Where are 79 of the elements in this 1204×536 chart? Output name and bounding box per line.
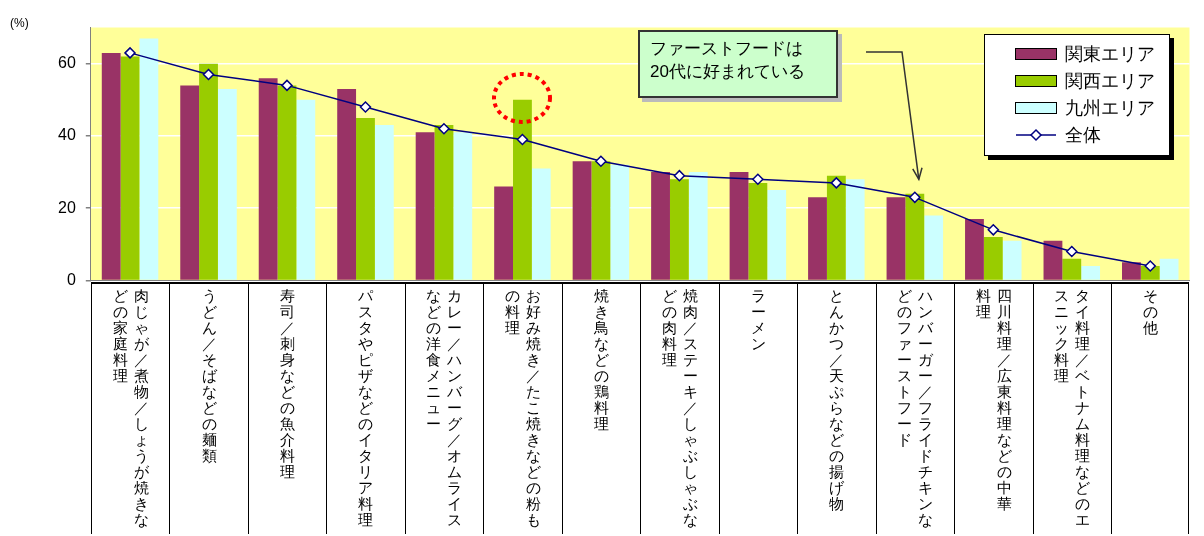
point (987, 224, 1000, 236)
bar (101, 52, 121, 280)
point (830, 177, 843, 189)
bar (845, 179, 865, 280)
point (281, 79, 293, 92)
bar (1081, 265, 1101, 280)
point (1066, 245, 1078, 258)
category-label: 肉じゃが／煮物／しょうが焼きなどの家庭料理 (112, 287, 149, 529)
bar (374, 125, 394, 280)
annotation: ファーストフードは 20代に好まれている (638, 30, 838, 98)
bar (1043, 240, 1063, 280)
bar (924, 215, 944, 280)
point (516, 133, 529, 146)
bar (199, 63, 218, 280)
category-label: 焼き鳥などの鶏料理 (593, 287, 609, 433)
category-label: 焼肉／ステーキ／しゃぶしゃぶなどの肉料理 (661, 287, 698, 529)
bar (767, 190, 787, 280)
bar (120, 56, 140, 280)
bar (1159, 258, 1179, 280)
bar (337, 88, 357, 280)
point (438, 122, 450, 135)
x-tick-label: ラーメン (749, 287, 767, 355)
bar (651, 172, 670, 280)
bar (277, 85, 297, 280)
bar (180, 85, 200, 280)
category-label: カレー／ハンバーグ／オムライスなどの洋食メニュー (426, 287, 463, 529)
point (595, 155, 607, 167)
bar (808, 197, 827, 280)
bar (729, 172, 749, 280)
legend-label: 九州エリア (1064, 97, 1155, 121)
bar (886, 197, 906, 280)
bar (669, 179, 689, 280)
category-label: 四川料理／広東料理などの中華料理 (975, 287, 1012, 513)
point (202, 68, 215, 81)
y-tick-label: 0 (66, 270, 76, 288)
legend-label: 関西エリア (1064, 70, 1155, 94)
point (359, 101, 372, 113)
bar (258, 78, 278, 280)
bar (965, 219, 984, 280)
legend-label: 関東エリア (1064, 43, 1155, 67)
bar (494, 186, 514, 280)
category-label: とんかつ／天ぷらなどの揚げ物 (829, 287, 845, 513)
bar (905, 193, 925, 280)
bar (591, 161, 611, 280)
bar (531, 168, 551, 280)
bar (688, 172, 708, 280)
bar (513, 99, 532, 280)
bar (217, 88, 237, 280)
bar (415, 132, 435, 280)
bar (826, 175, 846, 280)
bar (1062, 258, 1082, 280)
bar (610, 164, 630, 280)
category-label: 寿司／刺身などの魚介料理 (279, 287, 295, 481)
y-tick-label: 20 (58, 198, 76, 216)
category-label: うどん／そばなどの麺類 (201, 287, 217, 465)
bar (139, 38, 159, 280)
bar (434, 125, 454, 280)
y-tick-label: 60 (58, 54, 76, 72)
point (673, 169, 686, 182)
bar (748, 182, 768, 280)
bar (453, 132, 473, 280)
category-label: タイ料理／ベトナム料理などのエスニック料理 (1054, 287, 1091, 529)
bar (1002, 240, 1022, 280)
y-axis-title: (%) (10, 16, 29, 30)
category-label: パスタやピザなどのイタリア料理 (358, 287, 374, 529)
point (1144, 260, 1157, 272)
point (909, 191, 921, 204)
bar (572, 161, 592, 280)
bar (296, 99, 316, 280)
bar (356, 117, 375, 280)
category-label: ハンバーガー／フライドチキンなどのファーストフード (897, 287, 934, 529)
legend-label: 全体 (1064, 124, 1101, 148)
x-tick-label: その他 (1141, 287, 1159, 339)
category-label: お好み焼き／たこ焼きなどの粉もの料理 (504, 287, 541, 529)
bar (983, 237, 1003, 280)
bar (1122, 262, 1141, 280)
point (752, 173, 764, 186)
y-tick-label: 40 (58, 126, 76, 144)
point (124, 47, 136, 59)
